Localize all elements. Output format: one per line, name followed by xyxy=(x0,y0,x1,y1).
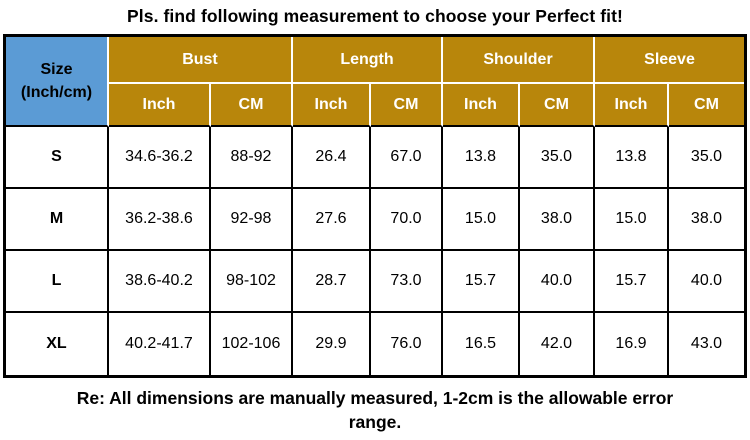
cell-l-bust-cm: 98-102 xyxy=(210,251,293,313)
cell-xl-bust-inch: 40.2-41.7 xyxy=(108,313,211,375)
corner-header-line2: (Inch/cm) xyxy=(20,84,93,101)
size-label-s: S xyxy=(5,127,109,189)
header-group-row: Size (Inch/cm) Bust Length Shoulder Slee… xyxy=(5,37,744,127)
group-header-length: Length xyxy=(292,37,443,84)
group-header-sleeve: Sleeve xyxy=(595,37,744,84)
cell-l-shoulder-inch: 15.7 xyxy=(443,251,520,313)
cell-xl-shoulder-cm: 42.0 xyxy=(520,313,595,375)
subheader-length-inch: Inch xyxy=(292,84,371,127)
cell-s-bust-inch: 34.6-36.2 xyxy=(108,127,211,189)
footer-note: Re: All dimensions are manually measured… xyxy=(76,388,674,432)
subheader-length-cm: CM xyxy=(370,84,443,127)
subheader-shoulder-cm: CM xyxy=(520,84,595,127)
cell-m-sleeve-inch: 15.0 xyxy=(595,189,669,251)
cell-m-length-cm: 70.0 xyxy=(370,189,443,251)
size-chart-table: Size (Inch/cm) Bust Length Shoulder Slee… xyxy=(2,34,747,378)
header-unit-row: Inch CM Inch CM Inch CM Inch CM xyxy=(6,84,744,127)
size-label-l: L xyxy=(5,251,109,313)
cell-s-length-cm: 67.0 xyxy=(370,127,443,189)
cell-s-sleeve-inch: 13.8 xyxy=(595,127,669,189)
cell-xl-bust-cm: 102-106 xyxy=(210,313,293,375)
size-label-m: M xyxy=(5,189,109,251)
cell-m-length-inch: 27.6 xyxy=(292,189,371,251)
size-label-xl: XL xyxy=(5,313,109,375)
table-row-xl: XL 40.2-41.7 102-106 29.9 76.0 16.5 42.0… xyxy=(5,313,744,375)
cell-s-sleeve-cm: 35.0 xyxy=(669,127,744,189)
table-row-s: S 34.6-36.2 88-92 26.4 67.0 13.8 35.0 13… xyxy=(5,127,744,189)
cell-s-shoulder-inch: 13.8 xyxy=(443,127,520,189)
cell-l-length-cm: 73.0 xyxy=(370,251,443,313)
cell-s-bust-cm: 88-92 xyxy=(210,127,293,189)
cell-l-bust-inch: 38.6-40.2 xyxy=(108,251,211,313)
subheader-sleeve-inch: Inch xyxy=(595,84,669,127)
corner-header-size: Size (Inch/cm) xyxy=(5,37,109,127)
cell-xl-shoulder-inch: 16.5 xyxy=(443,313,520,375)
cell-m-bust-cm: 92-98 xyxy=(210,189,293,251)
subheader-sleeve-cm: CM xyxy=(669,84,744,127)
cell-xl-sleeve-inch: 16.9 xyxy=(595,313,669,375)
cell-m-shoulder-inch: 15.0 xyxy=(443,189,520,251)
cell-xl-length-inch: 29.9 xyxy=(292,313,371,375)
page-title: Pls. find following measurement to choos… xyxy=(127,6,623,26)
cell-l-sleeve-inch: 15.7 xyxy=(595,251,669,313)
cell-xl-length-cm: 76.0 xyxy=(370,313,443,375)
group-header-bust: Bust xyxy=(108,37,293,84)
cell-l-sleeve-cm: 40.0 xyxy=(669,251,744,313)
cell-l-length-inch: 28.7 xyxy=(292,251,371,313)
cell-m-shoulder-cm: 38.0 xyxy=(520,189,595,251)
table-row-m: M 36.2-38.6 92-98 27.6 70.0 15.0 38.0 15… xyxy=(5,189,744,251)
table-row-l: L 38.6-40.2 98-102 28.7 73.0 15.7 40.0 1… xyxy=(5,251,744,313)
group-header-shoulder: Shoulder xyxy=(443,37,595,84)
cell-l-shoulder-cm: 40.0 xyxy=(520,251,595,313)
cell-m-bust-inch: 36.2-38.6 xyxy=(108,189,211,251)
subheader-bust-inch: Inch xyxy=(108,84,211,127)
subheader-bust-cm: CM xyxy=(210,84,293,127)
cell-m-sleeve-cm: 38.0 xyxy=(669,189,744,251)
cell-xl-sleeve-cm: 43.0 xyxy=(669,313,744,375)
cell-s-shoulder-cm: 35.0 xyxy=(520,127,595,189)
cell-s-length-inch: 26.4 xyxy=(292,127,371,189)
corner-header-line1: Size xyxy=(40,60,73,78)
subheader-shoulder-inch: Inch xyxy=(443,84,520,127)
